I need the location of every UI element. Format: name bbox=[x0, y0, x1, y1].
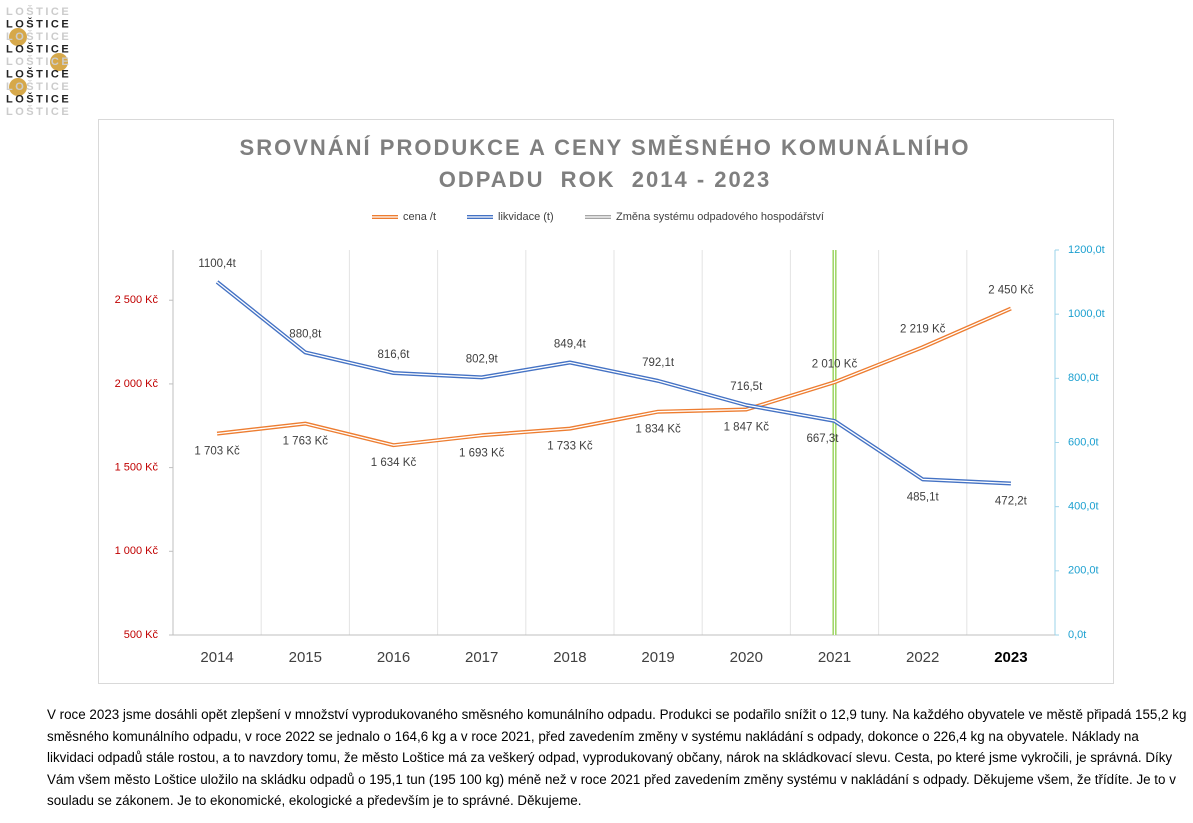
data-label: 1 763 Kč bbox=[283, 436, 329, 448]
data-label: 2 450 Kč bbox=[988, 285, 1034, 297]
y2-tick-label: 200,0t bbox=[1068, 565, 1099, 577]
data-label: 667,3t bbox=[807, 433, 840, 445]
data-label: 2 219 Kč bbox=[900, 323, 946, 335]
caption: V roce 2023 jsme dosáhli opět zlepšení v… bbox=[47, 707, 1187, 809]
y2-tick-label: 600,0t bbox=[1068, 436, 1099, 448]
logo-text: LOŠTICE bbox=[6, 17, 71, 30]
logo-text: LOŠTICE bbox=[6, 105, 71, 118]
x-tick-label: 2020 bbox=[730, 649, 763, 666]
y2-tick-label: 400,0t bbox=[1068, 501, 1099, 513]
data-label: 1 847 Kč bbox=[724, 422, 770, 434]
data-label: 816,6t bbox=[378, 349, 411, 361]
y2-tick-label: 1200,0t bbox=[1068, 244, 1105, 256]
data-label: 1 834 Kč bbox=[635, 424, 681, 436]
legend-label: cena /t bbox=[403, 211, 436, 223]
y-tick-label: 1 500 Kč bbox=[115, 462, 159, 474]
data-label: 802,9t bbox=[466, 353, 499, 365]
legend-label: likvidace (t) bbox=[498, 211, 554, 223]
legend-label: Změna systému odpadového hospodářství bbox=[616, 211, 824, 223]
logo-text: LOŠTICE bbox=[6, 30, 71, 43]
chart-title: SROVNÁNÍ PRODUKCE A CENY SMĚSNÉHO KOMUNÁ… bbox=[239, 135, 979, 192]
data-label: 849,4t bbox=[554, 339, 587, 351]
logo-text: LOŠTICE bbox=[6, 55, 71, 68]
y2-tick-label: 1000,0t bbox=[1068, 308, 1105, 320]
x-tick-label: 2018 bbox=[553, 649, 586, 666]
data-label: 1 703 Kč bbox=[194, 446, 240, 458]
data-label: 1 693 Kč bbox=[459, 447, 505, 459]
x-tick-label: 2019 bbox=[641, 649, 674, 666]
data-label: 792,1t bbox=[642, 357, 675, 369]
series-line-inner bbox=[217, 307, 1012, 446]
x-tick-label: 2015 bbox=[289, 649, 322, 666]
data-label: 2 010 Kč bbox=[812, 358, 858, 370]
logo-text: LOŠTICE bbox=[6, 92, 71, 105]
logo-dot bbox=[50, 53, 68, 71]
y-tick-label: 500 Kč bbox=[124, 629, 159, 641]
x-tick-label: 2017 bbox=[465, 649, 498, 666]
data-label: 1100,4t bbox=[198, 258, 236, 270]
logo-dot bbox=[9, 28, 27, 46]
logo-text: LOŠTICE bbox=[6, 5, 71, 18]
logo-text: LOŠTICE bbox=[6, 42, 71, 55]
y2-tick-label: 800,0t bbox=[1068, 372, 1099, 384]
data-label: 1 634 Kč bbox=[371, 457, 417, 469]
y-tick-label: 2 000 Kč bbox=[115, 378, 159, 390]
y2-tick-label: 0,0t bbox=[1068, 629, 1086, 641]
data-label: 485,1t bbox=[907, 491, 940, 503]
x-tick-label: 2022 bbox=[906, 649, 939, 666]
data-label: 1 733 Kč bbox=[547, 441, 593, 453]
x-tick-label: 2021 bbox=[818, 649, 851, 666]
x-tick-label: 2023 bbox=[994, 649, 1027, 666]
data-label: 472,2t bbox=[995, 496, 1028, 508]
series-line-inner bbox=[216, 281, 1011, 485]
logo-text: LOŠTICE bbox=[6, 80, 71, 93]
x-tick-label: 2016 bbox=[377, 649, 410, 666]
y-tick-label: 2 500 Kč bbox=[115, 294, 159, 306]
data-label: 716,5t bbox=[730, 381, 763, 393]
x-tick-label: 2014 bbox=[200, 649, 233, 666]
data-label: 880,8t bbox=[289, 328, 322, 340]
y-tick-label: 1 000 Kč bbox=[115, 545, 159, 557]
logo-text: LOŠTICE bbox=[6, 67, 71, 80]
chart-frame bbox=[98, 119, 1114, 684]
logo-dot bbox=[9, 78, 27, 96]
